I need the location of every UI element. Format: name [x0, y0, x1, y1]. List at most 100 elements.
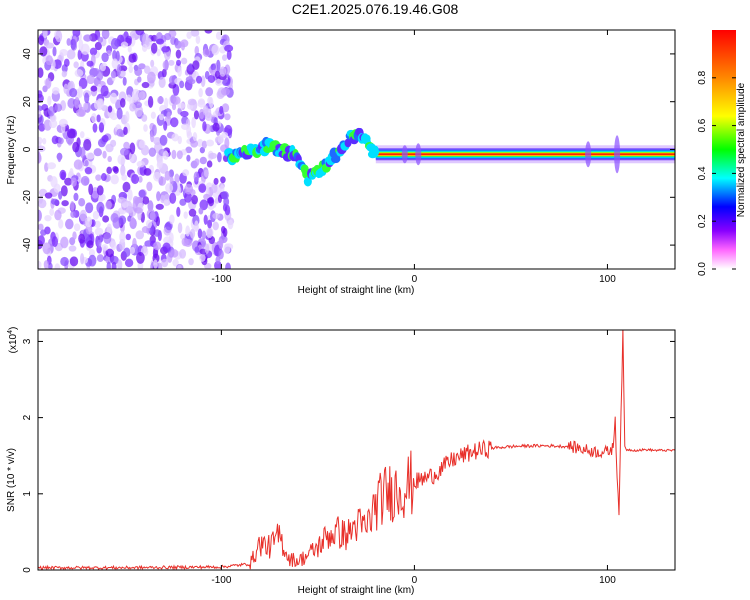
noise-blob [86, 240, 94, 249]
noise-blob [116, 128, 124, 137]
noise-blob [60, 185, 68, 197]
noise-blob [172, 259, 179, 267]
noise-blob [120, 41, 129, 48]
noise-blob [171, 149, 177, 160]
noise-blob [120, 147, 129, 156]
noise-blob [61, 123, 66, 134]
noise-blob [38, 235, 45, 246]
noise-blob [174, 40, 182, 49]
noise-blob [75, 108, 85, 117]
noise-blob [80, 146, 86, 159]
noise-blob [69, 168, 74, 178]
noise-blob [44, 192, 53, 199]
noise-blob [156, 48, 161, 57]
noise-blob [73, 192, 79, 202]
noise-blob [38, 109, 42, 118]
noise-blob [63, 83, 69, 95]
noise-blob [148, 147, 157, 157]
noise-blob [202, 121, 207, 132]
noise-blob [49, 208, 55, 216]
noise-blob [66, 49, 76, 60]
noise-blob [99, 63, 106, 72]
noise-blob [43, 260, 49, 269]
noise-blob [38, 123, 46, 132]
noise-blob [70, 210, 76, 218]
noise-blob [176, 206, 181, 218]
noise-blob [157, 96, 164, 104]
noise-blob [97, 36, 104, 43]
noise-blob [60, 236, 69, 249]
noise-blob [58, 118, 68, 128]
noise-blob [143, 168, 152, 176]
noise-blob [54, 103, 63, 112]
spectrogram-x-ticks: -100 0 100 [211, 30, 616, 285]
noise-blob [38, 223, 44, 231]
noise-blob [218, 238, 224, 249]
noise-blob [169, 176, 174, 186]
noise-blob [101, 134, 109, 143]
noise-blob [204, 70, 210, 80]
y-tick-label: 20 [22, 96, 33, 108]
noise-blob [110, 240, 117, 251]
noise-blob [221, 131, 228, 139]
noise-blob [96, 185, 104, 196]
colorbar-label: Normalized spectral amplitude [736, 82, 747, 217]
snr-x-axis-label: Height of straight line (km) [298, 585, 415, 596]
noise-blob [156, 191, 161, 202]
noise-blob [150, 42, 158, 54]
noise-blob [203, 214, 208, 225]
noise-blob [150, 59, 155, 68]
spectrogram-panel: -100 0 100 -40 -20 0 20 40 Height of straight … [6, 29, 676, 296]
noise-blob [197, 228, 203, 239]
noise-blob [185, 225, 191, 237]
noise-blob [204, 243, 210, 254]
noise-blob [163, 120, 168, 131]
y-tick-label: 1 [22, 491, 33, 497]
snr-line [38, 330, 675, 570]
noise-blob [129, 246, 136, 255]
noise-blob [192, 60, 200, 70]
spectrogram-x-axis-label: Height of straight line (km) [298, 285, 415, 296]
noise-blob [127, 188, 133, 201]
noise-blob [197, 138, 204, 148]
x-tick-label: 100 [599, 575, 616, 586]
noise-blob [147, 96, 154, 108]
noise-blob [132, 237, 137, 250]
noise-blob [98, 122, 105, 133]
noise-blob [94, 227, 104, 236]
noise-blob [117, 63, 122, 76]
noise-blob [168, 59, 175, 66]
noise-blob [220, 226, 226, 234]
noise-blob [161, 46, 170, 53]
noise-blob [191, 116, 196, 129]
noise-blob [163, 199, 169, 207]
y-tick-label: -40 [22, 237, 33, 252]
noise-blob [147, 71, 156, 84]
noise-blob [220, 87, 230, 96]
noise-blob [199, 199, 209, 211]
noise-blob [134, 67, 143, 76]
noise-blob [177, 264, 182, 269]
noise-blob [97, 239, 102, 248]
noise-blob [171, 103, 177, 111]
y-tick-label: 2 [22, 414, 33, 420]
noise-blob [206, 160, 213, 168]
noise-blob [51, 236, 59, 248]
noise-blob [65, 218, 74, 230]
noise-blob [184, 183, 194, 195]
signal-track [224, 127, 675, 187]
snr-y-axis-label: SNR (10 * v/v) [6, 448, 17, 512]
colorbar-gradient [712, 30, 736, 269]
noise-blob [142, 196, 150, 205]
y-tick-label: 40 [22, 48, 33, 60]
noise-blob [117, 196, 126, 204]
noise-blob [186, 131, 193, 139]
signal-blob [401, 145, 408, 164]
noise-blob [69, 201, 75, 211]
noise-blob [106, 166, 113, 175]
noise-blob [77, 49, 82, 61]
noise-blob [100, 173, 107, 182]
noise-blob [101, 52, 109, 63]
noise-blob [80, 253, 85, 265]
noise-blob [117, 154, 126, 165]
